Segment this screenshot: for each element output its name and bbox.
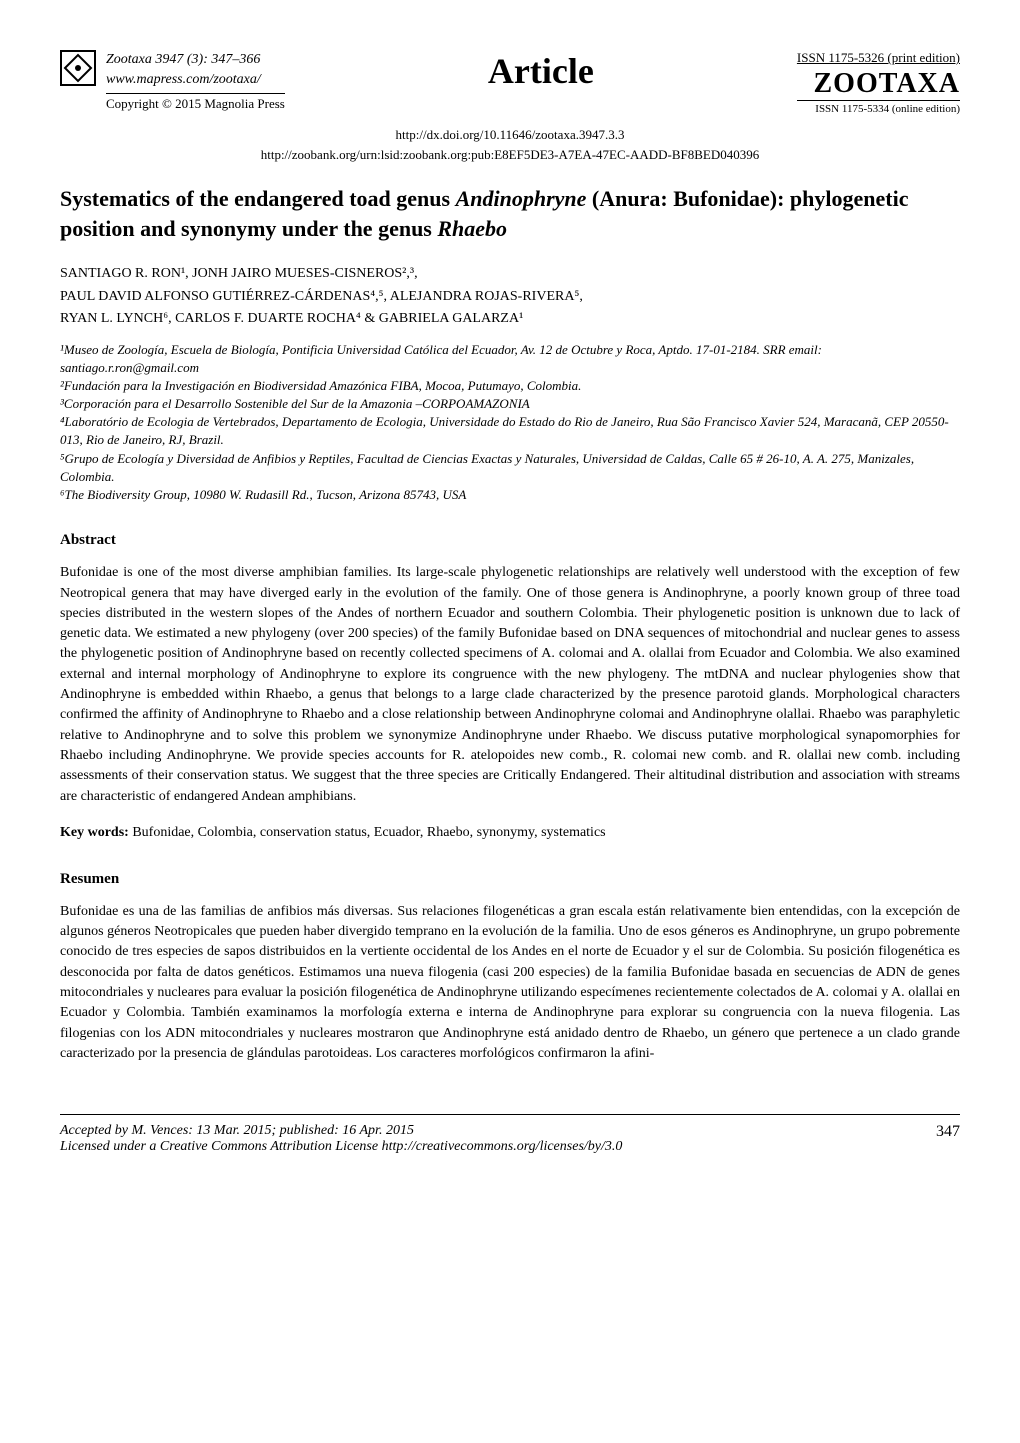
affiliation-6: ⁶The Biodiversity Group, 10980 W. Rudasi…	[60, 486, 960, 504]
affiliation-2: ²Fundación para la Investigación en Biod…	[60, 377, 960, 395]
article-type-label: Article	[488, 50, 594, 92]
article-title: Systematics of the endangered toad genus…	[60, 184, 960, 243]
author-line-1: SANTIAGO R. RON¹, JONH JAIRO MUESES-CISN…	[60, 263, 960, 285]
copyright-line: Copyright © 2015 Magnolia Press	[106, 93, 285, 112]
issn-print: ISSN 1175-5326 (print edition)	[797, 50, 960, 66]
doi-block: http://dx.doi.org/10.11646/zootaxa.3947.…	[60, 125, 960, 164]
page-header: Zootaxa 3947 (3): 347–366 www.mapress.co…	[60, 50, 960, 115]
doi-url: http://dx.doi.org/10.11646/zootaxa.3947.…	[60, 125, 960, 145]
header-left-block: Zootaxa 3947 (3): 347–366 www.mapress.co…	[60, 50, 285, 112]
title-genus-1: Andinophryne	[456, 186, 587, 211]
keywords-text: Bufonidae, Colombia, conservation status…	[129, 825, 606, 840]
author-line-3: RYAN L. LYNCH⁶, CARLOS F. DUARTE ROCHA⁴ …	[60, 308, 960, 330]
journal-url: www.mapress.com/zootaxa/	[106, 70, 285, 90]
issn-online: ISSN 1175-5334 (online edition)	[797, 100, 960, 115]
journal-brand: ZOOTAXA	[797, 68, 960, 100]
accepted-line: Accepted by M. Vences: 13 Mar. 2015; pub…	[60, 1123, 622, 1139]
affiliation-1: ¹Museo de Zoología, Escuela de Biología,…	[60, 341, 960, 377]
title-genus-2: Rhaebo	[437, 216, 507, 241]
resumen-text: Bufonidae es una de las familias de anfi…	[60, 902, 960, 1064]
journal-citation: Zootaxa 3947 (3): 347–366	[106, 50, 285, 70]
journal-logo-icon	[60, 50, 96, 86]
title-prefix: Systematics of the endangered toad genus	[60, 186, 456, 211]
license-line: Licensed under a Creative Commons Attrib…	[60, 1139, 622, 1155]
affiliation-5: ⁵Grupo de Ecología y Diversidad de Anfib…	[60, 450, 960, 486]
author-list: SANTIAGO R. RON¹, JONH JAIRO MUESES-CISN…	[60, 263, 960, 330]
abstract-heading: Abstract	[60, 532, 960, 549]
affiliation-4: ⁴Laboratório de Ecologia de Vertebrados,…	[60, 413, 960, 449]
author-line-2: PAUL DAVID ALFONSO GUTIÉRREZ-CÁRDENAS⁴,⁵…	[60, 286, 960, 308]
header-right-block: ISSN 1175-5326 (print edition) ZOOTAXA I…	[797, 50, 960, 115]
abstract-text: Bufonidae is one of the most diverse amp…	[60, 563, 960, 807]
affiliation-3: ³Corporación para el Desarrollo Sostenib…	[60, 395, 960, 413]
keywords-line: Key words: Bufonidae, Colombia, conserva…	[60, 825, 960, 841]
footer-rule: Accepted by M. Vences: 13 Mar. 2015; pub…	[60, 1114, 960, 1155]
zoobank-url: http://zoobank.org/urn:lsid:zoobank.org:…	[60, 145, 960, 165]
page-number: 347	[936, 1123, 960, 1155]
footer-left: Accepted by M. Vences: 13 Mar. 2015; pub…	[60, 1123, 622, 1155]
page-footer: Accepted by M. Vences: 13 Mar. 2015; pub…	[60, 1123, 960, 1155]
resumen-heading: Resumen	[60, 871, 960, 888]
affiliations-block: ¹Museo de Zoología, Escuela de Biología,…	[60, 341, 960, 505]
keywords-label: Key words:	[60, 825, 129, 840]
journal-info-block: Zootaxa 3947 (3): 347–366 www.mapress.co…	[106, 50, 285, 112]
